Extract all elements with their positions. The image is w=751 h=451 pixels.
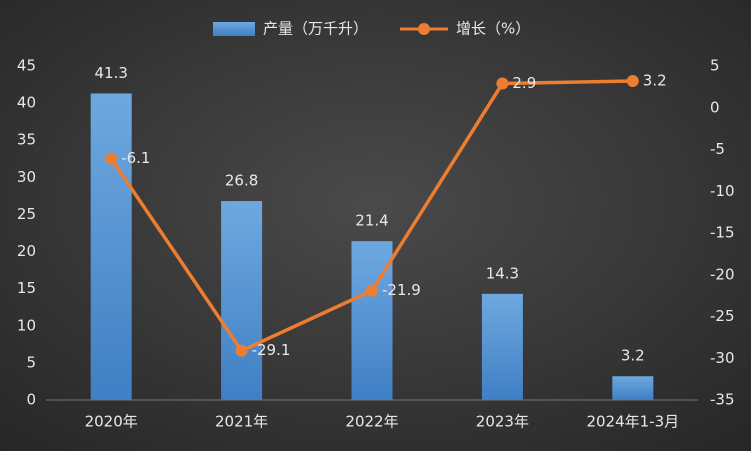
x-tick-label: 2021年 (215, 413, 268, 431)
y2-tick-label: 0 (710, 98, 720, 116)
line-marker (105, 152, 118, 165)
x-tick-label: 2023年 (476, 413, 529, 431)
x-tick-label: 2022年 (345, 413, 398, 431)
bar (90, 93, 132, 400)
legend-swatch (418, 23, 430, 35)
y2-tick-label: -15 (710, 224, 735, 242)
x-tick-label: 2024年1-3月 (586, 413, 679, 431)
data-label: 41.3 (94, 64, 127, 82)
data-label: -6.1 (121, 149, 150, 167)
y2-tick-label: 5 (710, 57, 720, 75)
x-tick-label: 2020年 (85, 413, 138, 431)
data-label: 14.3 (486, 264, 519, 282)
line-marker (496, 77, 509, 90)
y-tick-label: 20 (17, 242, 36, 260)
legend-label: 增长（%） (456, 20, 530, 38)
data-label: 2.9 (512, 74, 536, 92)
legend-swatch (213, 22, 255, 36)
bar (481, 293, 523, 400)
y-tick-label: 0 (26, 391, 36, 409)
data-label: 26.8 (225, 172, 258, 190)
bar (612, 376, 654, 400)
y-tick-label: 40 (17, 94, 36, 112)
line-marker (626, 75, 639, 88)
line-marker (366, 284, 378, 297)
data-label: 3.2 (643, 72, 667, 90)
y2-tick-label: -5 (710, 140, 725, 158)
data-label: 3.2 (621, 347, 645, 365)
y-tick-label: 25 (17, 205, 36, 223)
y2-tick-label: -10 (710, 182, 735, 200)
y-tick-label: 30 (17, 168, 36, 186)
data-label: -21.9 (382, 281, 421, 299)
y2-tick-label: -25 (710, 307, 735, 325)
line-marker (235, 344, 248, 357)
y-tick-label: 10 (17, 316, 36, 334)
y-tick-label: 45 (17, 57, 36, 75)
bar (221, 201, 263, 400)
y-tick-label: 35 (17, 131, 36, 149)
y-tick-label: 5 (26, 353, 36, 371)
legend-label: 产量（万千升） (263, 20, 368, 38)
y2-tick-label: -30 (710, 349, 735, 367)
y-tick-label: 15 (17, 279, 36, 297)
y2-tick-label: -35 (710, 391, 735, 409)
y2-tick-label: -20 (710, 265, 735, 283)
data-label: -29.1 (252, 341, 291, 359)
data-label: 21.4 (355, 212, 388, 230)
